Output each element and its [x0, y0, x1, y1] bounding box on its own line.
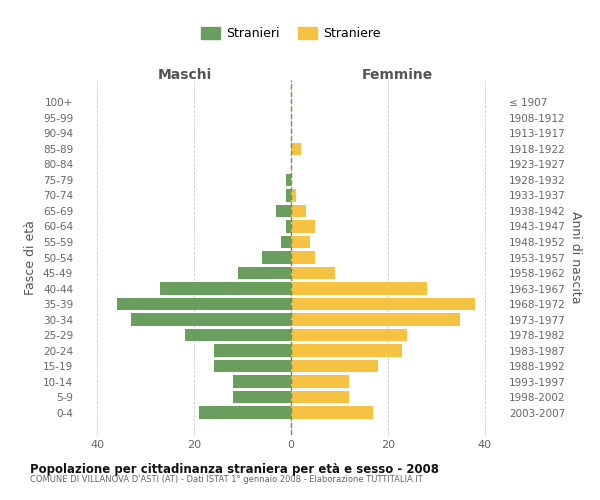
Text: Popolazione per cittadinanza straniera per età e sesso - 2008: Popolazione per cittadinanza straniera p… — [30, 462, 439, 475]
Bar — [131, 314, 291, 326]
Bar — [291, 344, 403, 357]
Bar — [199, 406, 291, 419]
Text: Femmine: Femmine — [362, 68, 433, 82]
Bar — [291, 236, 310, 248]
Bar — [117, 298, 291, 310]
Y-axis label: Anni di nascita: Anni di nascita — [569, 211, 582, 304]
Bar — [233, 376, 291, 388]
Bar — [277, 204, 291, 217]
Bar — [291, 314, 460, 326]
Bar — [291, 360, 378, 372]
Bar — [286, 174, 291, 186]
Y-axis label: Fasce di età: Fasce di età — [25, 220, 37, 295]
Bar — [291, 204, 305, 217]
Text: Maschi: Maschi — [157, 68, 212, 82]
Bar — [291, 252, 315, 264]
Bar — [291, 142, 301, 155]
Bar — [291, 298, 475, 310]
Bar — [291, 391, 349, 404]
Bar — [262, 252, 291, 264]
Bar — [185, 329, 291, 342]
Bar — [291, 282, 427, 294]
Bar — [160, 282, 291, 294]
Text: COMUNE DI VILLANOVA D'ASTI (AT) - Dati ISTAT 1° gennaio 2008 - Elaborazione TUTT: COMUNE DI VILLANOVA D'ASTI (AT) - Dati I… — [30, 475, 423, 484]
Bar — [233, 391, 291, 404]
Bar — [291, 267, 335, 279]
Bar — [291, 376, 349, 388]
Bar — [281, 236, 291, 248]
Bar — [291, 220, 315, 232]
Bar — [214, 344, 291, 357]
Bar — [291, 406, 373, 419]
Bar — [286, 189, 291, 202]
Legend: Stranieri, Straniere: Stranieri, Straniere — [196, 22, 386, 46]
Bar — [214, 360, 291, 372]
Bar — [291, 329, 407, 342]
Bar — [286, 220, 291, 232]
Bar — [291, 189, 296, 202]
Bar — [238, 267, 291, 279]
